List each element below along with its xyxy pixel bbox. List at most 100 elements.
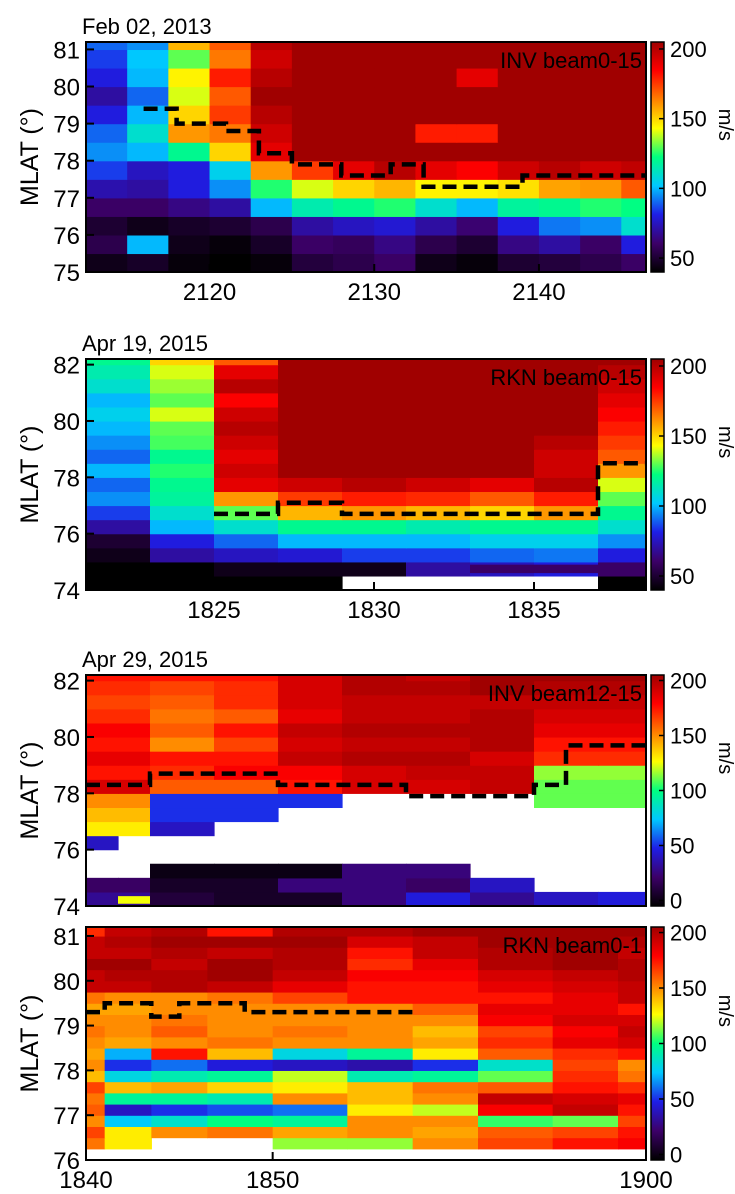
heatmap-cell — [552, 1103, 619, 1116]
heatmap-cell — [86, 491, 151, 507]
heatmap-cell — [151, 1070, 208, 1083]
heatmap-cells — [86, 359, 647, 591]
heatmap-cell — [214, 575, 279, 591]
heatmap-cell — [250, 42, 293, 51]
heatmap-cell — [250, 216, 293, 236]
heatmap-cell — [618, 1036, 647, 1049]
heatmap-cell — [118, 722, 151, 738]
heatmap-cell — [86, 835, 119, 851]
heatmap-cell — [272, 1092, 348, 1105]
heatmap-cell — [214, 491, 279, 507]
colorbar-label: m/s — [714, 742, 735, 774]
heatmap-cell — [127, 67, 169, 88]
heatmap-cell — [214, 463, 279, 478]
heatmap-cell — [272, 980, 348, 993]
colorbar-tick-label: 100 — [670, 1032, 707, 1057]
heatmap-cell — [151, 1025, 208, 1038]
x-tick-label: 1840 — [59, 1167, 112, 1194]
heatmap-cell — [497, 123, 540, 143]
heatmap-cell — [406, 694, 471, 710]
heatmap-cell — [150, 575, 215, 591]
heatmap-cell — [347, 969, 414, 982]
heatmap-cell — [86, 105, 128, 125]
heatmap-cell — [250, 197, 293, 217]
heatmap-cell — [86, 947, 106, 959]
x-tick-label: 1835 — [507, 597, 560, 624]
heatmap-cell — [118, 675, 151, 682]
heatmap-cell — [151, 1014, 208, 1027]
heatmap-cell — [86, 519, 151, 535]
heatmap-cell — [552, 1036, 619, 1049]
heatmap-cell — [342, 378, 407, 394]
heatmap-cell — [214, 533, 279, 549]
heatmap-cell — [470, 708, 535, 724]
heatmap-cell — [618, 1059, 647, 1071]
heatmap-cell — [86, 877, 119, 893]
heatmap-cell — [207, 947, 274, 959]
colorbar-tick-label: 100 — [670, 779, 707, 804]
colorbar-tick-label: 150 — [670, 107, 707, 132]
heatmap-cell — [86, 142, 128, 162]
heatmap-cell — [534, 505, 599, 521]
heatmap-cell — [598, 420, 647, 436]
heatmap-cell — [534, 420, 599, 436]
heatmap-cell — [415, 216, 458, 236]
heatmap-cell — [86, 969, 106, 982]
heatmap-cell — [478, 980, 554, 993]
heatmap-cell — [470, 891, 535, 907]
heatmap-cell — [207, 1126, 274, 1139]
heatmap-cells — [86, 675, 647, 907]
heatmap-cell — [342, 891, 407, 907]
heatmap-cell — [214, 779, 279, 794]
heatmap-cell — [412, 1003, 479, 1015]
heatmap-cell — [150, 392, 215, 408]
heatmap-cell — [209, 105, 252, 125]
heatmap-cell — [534, 364, 599, 380]
heatmap-cell — [278, 547, 343, 563]
y-tick-label: 74 — [53, 578, 80, 605]
heatmap-cell — [538, 142, 581, 162]
heatmap-cell — [86, 561, 151, 577]
heatmap-cell — [104, 1092, 152, 1105]
heatmap-cell — [278, 477, 343, 493]
x-axis-ticks: 2120 2130 2140 — [183, 264, 566, 306]
heatmap-cell — [552, 1115, 619, 1127]
heatmap-cell — [291, 197, 334, 217]
heatmap-cell — [470, 779, 535, 794]
heatmap-cell — [150, 863, 215, 879]
heatmap-cell — [86, 935, 106, 948]
heatmap-cell — [151, 1115, 208, 1127]
heatmap-cell — [209, 216, 252, 236]
heatmap-cell — [412, 927, 479, 937]
heatmap-cell — [214, 392, 279, 408]
heatmap-cell — [497, 49, 540, 69]
heatmap-cell — [478, 1115, 554, 1127]
heatmap-cell — [207, 969, 274, 982]
heatmap-cell — [207, 1092, 274, 1105]
heatmap-cell — [127, 160, 169, 180]
heatmap-cell — [598, 533, 647, 549]
heatmap-cell — [104, 969, 152, 982]
heatmap-cell — [278, 406, 343, 422]
heatmap-cell — [86, 463, 151, 478]
heatmap-cell — [478, 1103, 554, 1116]
heatmap-cell — [618, 1126, 647, 1139]
heatmap-cell — [470, 359, 535, 366]
heatmap-cell — [278, 435, 343, 450]
heatmap-cell — [347, 1047, 414, 1060]
y-tick-label: 78 — [53, 149, 80, 176]
heatmap-cell — [104, 1059, 152, 1071]
heatmap-cell — [342, 364, 407, 380]
heatmap-cell — [333, 105, 375, 125]
heatmap-cell — [538, 179, 581, 199]
heatmap-cell — [470, 435, 535, 450]
heatmap-cell — [342, 863, 407, 879]
colorbar-ticks: 50 100 150 200 — [659, 354, 707, 589]
heatmap-cell — [207, 927, 274, 937]
panel-title: Apr 19, 2015 — [82, 331, 208, 356]
heatmap-cell — [347, 1014, 414, 1027]
y-tick-label: 80 — [53, 725, 80, 752]
heatmap-cell — [580, 179, 622, 199]
heatmap-cell — [150, 877, 215, 893]
colorbar-tick-label: 50 — [670, 564, 694, 589]
